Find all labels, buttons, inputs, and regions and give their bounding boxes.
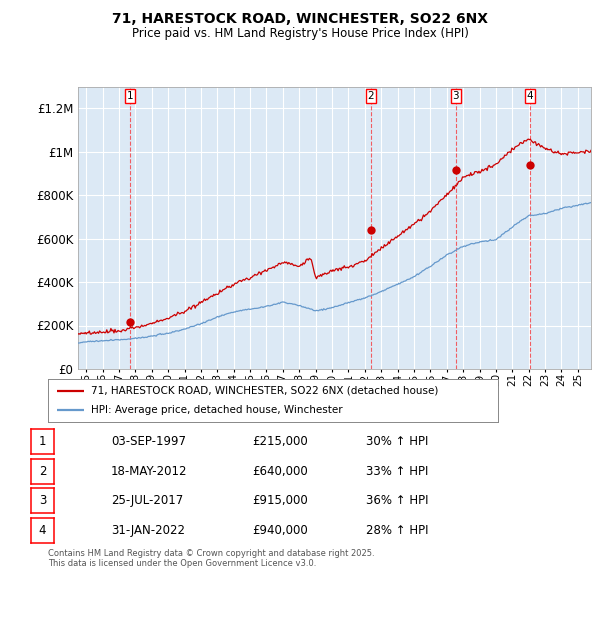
Text: 3: 3 [39, 495, 46, 507]
Text: £940,000: £940,000 [252, 525, 308, 537]
Text: £640,000: £640,000 [252, 465, 308, 477]
Text: 4: 4 [527, 91, 533, 101]
Text: 2: 2 [368, 91, 374, 101]
Text: Contains HM Land Registry data © Crown copyright and database right 2025.
This d: Contains HM Land Registry data © Crown c… [48, 549, 374, 568]
Text: £915,000: £915,000 [252, 495, 308, 507]
Text: 31-JAN-2022: 31-JAN-2022 [111, 525, 185, 537]
Text: 36% ↑ HPI: 36% ↑ HPI [366, 495, 428, 507]
Text: 1: 1 [127, 91, 133, 101]
Text: Price paid vs. HM Land Registry's House Price Index (HPI): Price paid vs. HM Land Registry's House … [131, 27, 469, 40]
Text: 25-JUL-2017: 25-JUL-2017 [111, 495, 183, 507]
Text: 30% ↑ HPI: 30% ↑ HPI [366, 435, 428, 448]
Text: 2: 2 [39, 465, 46, 477]
Text: 18-MAY-2012: 18-MAY-2012 [111, 465, 187, 477]
Text: HPI: Average price, detached house, Winchester: HPI: Average price, detached house, Winc… [91, 405, 343, 415]
Text: 4: 4 [39, 525, 46, 537]
Text: 71, HARESTOCK ROAD, WINCHESTER, SO22 6NX (detached house): 71, HARESTOCK ROAD, WINCHESTER, SO22 6NX… [91, 386, 438, 396]
Text: £215,000: £215,000 [252, 435, 308, 448]
Text: 1: 1 [39, 435, 46, 448]
Text: 33% ↑ HPI: 33% ↑ HPI [366, 465, 428, 477]
Text: 28% ↑ HPI: 28% ↑ HPI [366, 525, 428, 537]
Text: 3: 3 [452, 91, 459, 101]
Text: 03-SEP-1997: 03-SEP-1997 [111, 435, 186, 448]
Text: 71, HARESTOCK ROAD, WINCHESTER, SO22 6NX: 71, HARESTOCK ROAD, WINCHESTER, SO22 6NX [112, 12, 488, 27]
